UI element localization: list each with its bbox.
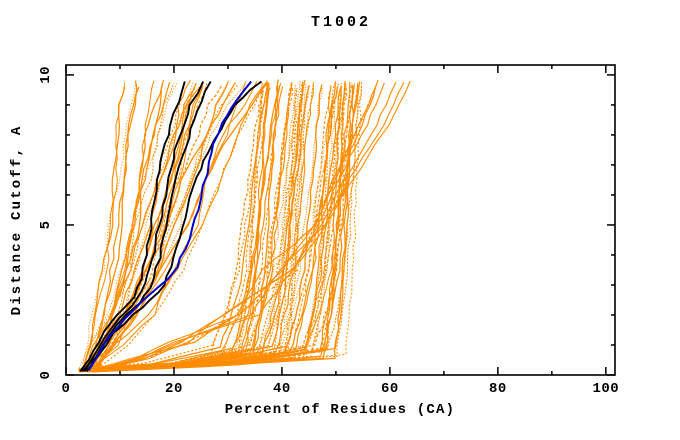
black-model-curve: [81, 81, 204, 373]
orange-curve: [90, 81, 247, 370]
orange-curve: [82, 82, 337, 371]
x-tick-label: 60: [381, 381, 399, 397]
orange-curve: [84, 79, 165, 370]
orange-curve: [89, 80, 138, 372]
orange-curve: [88, 81, 337, 372]
orange-curve: [95, 81, 230, 369]
orange-curve: [93, 83, 302, 369]
orange-curve: [93, 82, 175, 369]
orange-curve: [80, 87, 342, 372]
orange-curve: [86, 84, 354, 373]
chart-title: T1002: [311, 14, 371, 31]
orange-curve: [95, 82, 269, 369]
orange-curve: [96, 86, 376, 371]
orange-curve: [78, 82, 178, 369]
orange-curve: [87, 83, 363, 372]
black-model-curve: [83, 81, 212, 372]
orange-curve: [82, 82, 126, 369]
y-tick-label: 5: [38, 220, 54, 229]
orange-curve: [94, 81, 262, 369]
orange-curve: [94, 80, 363, 371]
orange-curve: [93, 84, 307, 370]
orange-curve: [93, 82, 267, 371]
orange-curve: [81, 87, 294, 370]
x-axis-label: Percent of Residues (CA): [225, 402, 455, 418]
orange-curve: [93, 82, 293, 372]
orange-curve: [88, 83, 356, 372]
orange-curve: [92, 81, 346, 373]
orange-curve: [79, 87, 298, 372]
orange-curve: [94, 82, 359, 371]
orange-curve: [83, 83, 347, 369]
x-tick-label: 100: [592, 381, 619, 397]
orange-curve: [79, 80, 305, 371]
orange-curve: [83, 86, 126, 368]
orange-curve: [85, 87, 271, 372]
orange-curve: [86, 82, 293, 371]
orange-curve: [90, 86, 184, 371]
orange-curve: [95, 83, 268, 370]
orange-curve: [78, 81, 264, 372]
orange-curve: [91, 85, 360, 369]
orange-curve: [94, 84, 304, 369]
x-tick-label: 40: [273, 381, 291, 397]
orange-curve: [79, 83, 340, 370]
orange-curve: [89, 85, 304, 372]
orange-curve: [90, 83, 314, 369]
orange-curve: [101, 82, 397, 370]
orange-curve: [78, 86, 284, 370]
orange-curve: [88, 82, 353, 370]
axes-layer: 0 20 40 60 80 100 0 5 10: [38, 64, 619, 397]
black-model-curve: [85, 80, 262, 372]
orange-curve: [78, 83, 228, 372]
orange-curve: [96, 81, 405, 372]
y-tick-label: 0: [38, 371, 54, 380]
orange-curve: [78, 85, 279, 373]
y-axis-label: Distance Cutoff, A: [9, 125, 25, 316]
black-model-curve: [79, 81, 186, 372]
orange-curve: [83, 82, 267, 369]
orange-curve: [96, 80, 155, 371]
x-tick-label: 0: [62, 381, 71, 397]
orange-curve: [92, 84, 296, 372]
orange-curve: [103, 82, 385, 370]
x-tick-label: 80: [489, 381, 507, 397]
blue-model-curve: [87, 80, 252, 372]
orange-curve: [86, 85, 332, 372]
curves-layer: [78, 79, 411, 373]
orange-curve: [94, 79, 306, 370]
orange-curve: [85, 86, 140, 371]
plot-border: [65, 64, 616, 376]
x-tick-label: 20: [165, 381, 183, 397]
y-tick-label: 10: [38, 66, 54, 84]
orange-curve: [93, 82, 282, 372]
